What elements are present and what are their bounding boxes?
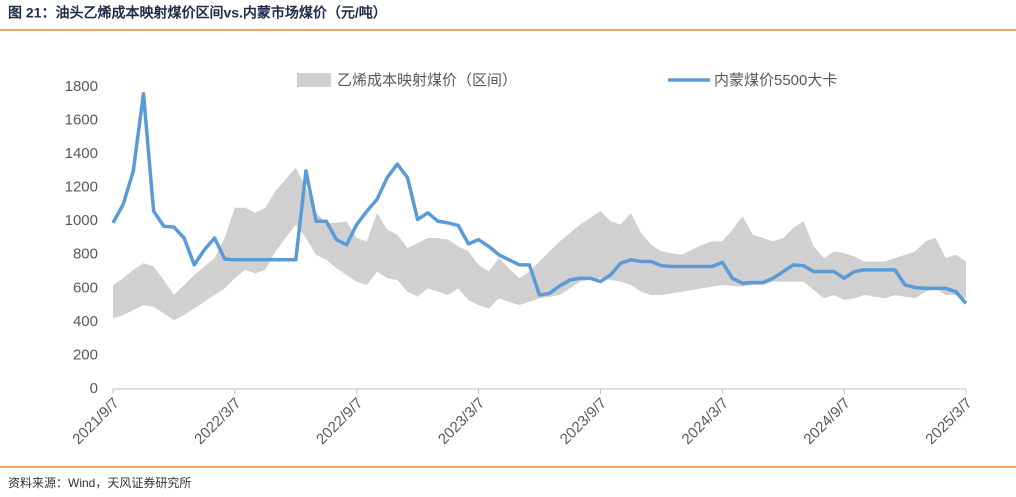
x-tick-label: 2022/3/7 xyxy=(191,395,244,448)
x-tick-label: 2021/9/7 xyxy=(69,395,122,448)
y-tick-label: 1000 xyxy=(65,212,98,229)
x-tick-label: 2024/3/7 xyxy=(679,395,732,448)
chart-title: 图 21：油头乙烯成本映射煤价区间vs.内蒙市场煤价（元/吨） xyxy=(8,5,387,21)
y-tick-label: 1400 xyxy=(65,145,98,162)
legend-swatch xyxy=(297,73,331,87)
y-tick-label: 400 xyxy=(73,313,98,330)
legend-label: 内蒙煤价5500大卡 xyxy=(714,72,837,89)
y-tick-label: 1600 xyxy=(65,112,98,129)
x-tick-label: 2023/9/7 xyxy=(557,395,610,448)
range-band xyxy=(113,167,966,321)
y-tick-label: 1200 xyxy=(65,179,98,196)
series-line xyxy=(111,91,968,305)
y-tick-label: 800 xyxy=(73,246,98,263)
y-tick-label: 600 xyxy=(73,279,98,296)
x-tick-label: 2023/3/7 xyxy=(435,395,488,448)
y-tick-label: 0 xyxy=(90,380,98,397)
x-tick-label: 2024/9/7 xyxy=(800,395,853,448)
source: 资料来源：Wind，天风证券研究所 xyxy=(8,475,191,490)
x-tick-label: 2022/9/7 xyxy=(313,395,366,448)
x-tick-label: 2025/3/7 xyxy=(922,395,975,448)
y-tick-label: 1800 xyxy=(65,78,98,95)
legend-label: 乙烯成本映射煤价（区间） xyxy=(337,72,517,89)
y-tick-label: 200 xyxy=(73,346,98,363)
